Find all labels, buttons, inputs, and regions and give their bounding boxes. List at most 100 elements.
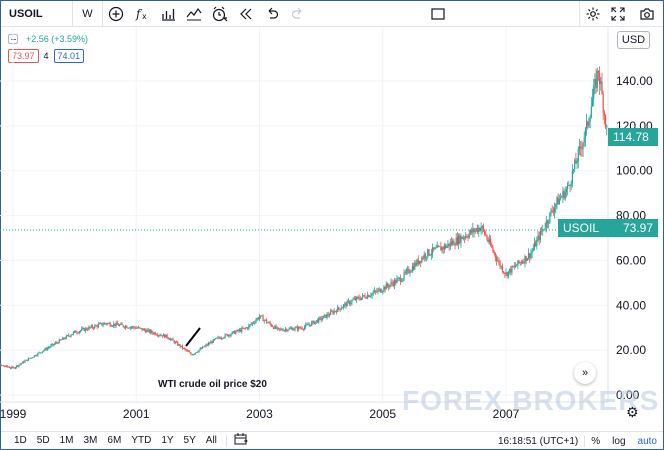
currency-button[interactable]: USD [617,31,650,49]
candle-body [212,339,214,343]
candle-body [427,249,429,257]
candle-body [42,351,44,353]
candle-body [503,271,505,273]
candle-body [286,329,288,331]
range-button-all[interactable]: All [205,435,217,446]
candle-body [302,329,304,330]
candle-body [266,319,268,323]
candle-body [243,327,245,329]
candle-body [565,189,568,192]
clock-time[interactable]: 16:18:51 (UTC+1) [497,435,579,447]
candle-body [568,185,570,186]
candle-body [380,291,383,293]
sell-price[interactable]: 73.97 [8,49,39,63]
alert-icon[interactable] [207,1,233,27]
candle-body [247,327,249,329]
candle-body [165,334,167,338]
candle-body [31,357,33,359]
range-button-ytd[interactable]: YTD [131,435,152,446]
candle-body [466,236,468,238]
watermark: FOREX BROKERS [402,385,660,416]
candle-body [60,339,63,341]
candle-body [217,337,219,339]
candle-body [20,363,22,365]
candle-body [351,300,353,303]
time-tick-label: 2005 [369,407,396,421]
fullscreen-icon[interactable] [605,1,631,27]
range-button-6m[interactable]: 6M [107,435,122,446]
candle-body [204,345,206,347]
candle-body [420,260,422,263]
goto-date-icon[interactable] [234,433,248,448]
symbol-search-button[interactable]: USOIL [1,0,73,27]
candle-body [350,302,352,305]
candle-body [578,146,581,150]
redo-icon[interactable] [285,1,311,27]
candle-body [431,247,434,254]
replay-icon[interactable] [233,1,259,27]
scroll-to-realtime-button[interactable]: » [574,362,596,384]
candle-body [98,323,101,325]
candle-body [576,161,578,164]
candle-body [481,226,483,228]
bar-style-icon[interactable] [155,1,181,27]
candle-body [238,329,240,331]
symbol-price-tag: USOIL 73.97 [558,219,658,237]
settings-icon[interactable] [579,1,605,27]
candle-body [508,268,511,272]
candle-body [371,293,373,296]
compare-icon[interactable] [181,1,207,27]
buy-price[interactable]: 74.01 [53,49,85,63]
candle-body [335,311,338,313]
undo-icon[interactable] [259,1,285,27]
range-button-5d[interactable]: 5D [36,435,50,446]
add-symbol-icon[interactable] [103,1,129,27]
candle-body [94,325,96,329]
candle-body [92,327,95,329]
candle-body [24,360,26,363]
candle-body [194,352,197,354]
candle-body [581,148,583,150]
layout-icon[interactable] [425,1,451,27]
candle-body [256,318,258,321]
interval-button[interactable]: W [73,0,103,27]
candle-body [90,325,92,328]
range-button-1m[interactable]: 1M [59,435,74,446]
candle-body [584,128,587,139]
candle-body [316,320,319,323]
candle-body [68,335,70,337]
candle-body [192,354,194,356]
auto-toggle[interactable]: auto [637,435,657,447]
candle-body [384,286,386,290]
candle-body [462,237,464,239]
percent-toggle[interactable]: % [584,435,606,447]
axis-settings-icon[interactable]: ⚙ [626,404,639,420]
candle-body [452,240,454,245]
range-button-1d[interactable]: 1D [14,435,27,446]
range-button-3m[interactable]: 3M [83,435,98,446]
range-button-1y[interactable]: 1Y [161,435,174,446]
candle-body [288,328,290,330]
candle-body [142,328,144,331]
candle-body [244,327,246,329]
candle-body [369,296,371,297]
candle-body [69,335,71,337]
snapshot-icon[interactable] [631,1,663,27]
candle-body [555,203,557,208]
candle-body [443,245,445,250]
candle-body [79,330,82,332]
log-toggle[interactable]: log [612,435,626,447]
candle-body [391,282,393,284]
candle-body [505,272,507,275]
candle-body [62,337,64,340]
candle-body [473,228,475,233]
candle-body [14,367,16,369]
candle-body [357,296,359,298]
candle-body [23,361,25,363]
candle-body [564,191,566,199]
candle-body [143,328,146,331]
candle-body [362,295,364,298]
range-button-5y[interactable]: 5Y [183,435,196,446]
candle-body [484,229,486,235]
